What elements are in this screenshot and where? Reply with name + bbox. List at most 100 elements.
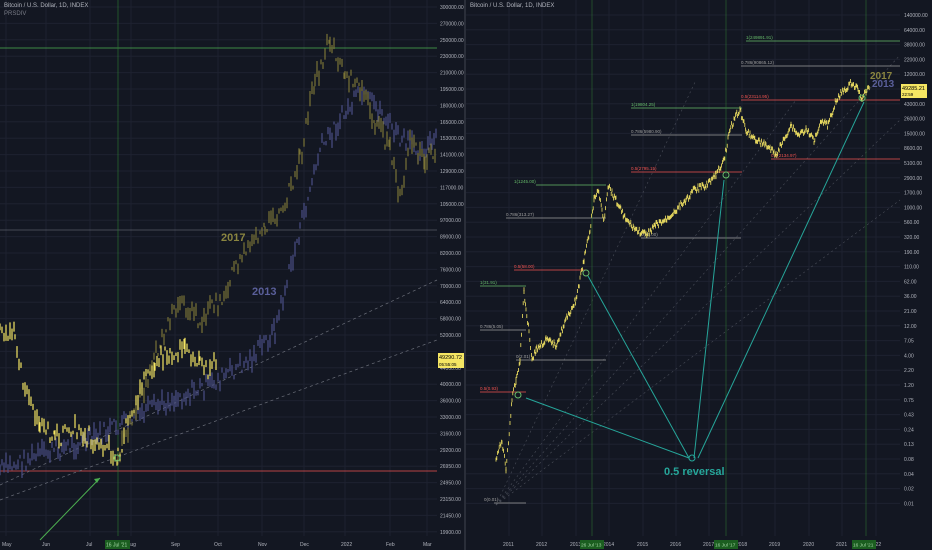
y-tick-label: 36.00 [904,294,917,300]
y-tick-label: 7.05 [904,339,914,345]
right-chart-panel[interactable]: 1(249891.91) 0.786(90865.12) 0.5(23114.95)… [466,0,932,550]
y-tick-label: 105000.00 [440,202,464,208]
x-highlight-text: 26 Jul '13 [581,543,602,549]
left-chart-panel[interactable]: 2017 2013 300000.00 270000.00 250000.00 23000… [0,0,464,550]
trendline-upper [0,279,438,486]
fib-level-label: 1(1245.00) [514,179,536,184]
y-tick-label: 320.00 [904,235,920,241]
y-tick-label: 89000.00 [440,235,461,241]
x-tick-label: 2022 [341,542,352,548]
x-tick-label: Jun [42,542,50,548]
fan-line-4 [495,79,697,506]
fib-level-label: 1(249891.91) [746,35,773,40]
x-tick-label: Sep [171,542,180,548]
x-tick-label: Aug [127,542,136,548]
x-tick-label: 2017 [703,542,714,548]
low-circle-marker [113,454,121,462]
x-highlight-bg [580,540,604,549]
candle-current-group [0,321,217,466]
y-tick-label: 26000.00 [904,117,925,123]
y-tick-label: 117000.00 [440,185,463,191]
left-chart-header: Bitcoin / U.S. Dollar, 1D, INDEX [4,3,89,9]
y-tick-label: 5100.00 [904,161,922,167]
y-tick-label: 2900.00 [904,176,922,182]
y-tick-label: 58000.00 [440,317,461,323]
y-tick-label: 110.00 [904,265,919,271]
y-tick-label: 82000.00 [440,251,461,257]
y-tick-label: 12000.00 [904,72,925,78]
y-tick-label: 22000.00 [904,57,925,63]
watermark-2017: 2017 [221,232,245,244]
reversal-arrow [697,101,865,459]
price-badge-text: 49285.21 [902,86,925,92]
reversal-arrow [587,275,690,459]
y-tick-label: 0.02 [904,487,914,493]
y-tick-label: 2.20 [904,368,914,374]
panel-divider[interactable] [464,0,466,550]
y-tick-label: 165000.00 [440,120,464,126]
x-tick-label: Mar [423,542,432,548]
y-tick-label: 97000.00 [440,218,461,224]
x-highlight-text: 16 Jul '21 [853,543,874,549]
left-indicator-label: PRSDIV [4,11,27,17]
x-tick-label: 2015 [637,542,648,548]
x-tick-label: 2013 [570,542,581,548]
right-chart-header: Bitcoin / U.S. Dollar, 1D, INDEX [470,3,555,9]
y-tick-label: 0.43 [904,413,914,419]
watermark-2013: 2013 [872,79,895,90]
price-badge-bg [901,84,927,98]
cycle-circle-marker [722,171,730,179]
y-tick-label: 230000.00 [440,54,464,60]
x-tick-label: Nov [258,542,267,548]
fib-level-label: 0(0.01) [484,497,499,502]
candle-2013-overlay-group [0,86,437,478]
x-tick-label: 2020 [803,542,814,548]
price-badge-subtext: 22:59 [902,92,914,97]
fib-level-label: 0.5(2795.15) [631,166,657,171]
y-tick-label: 129000.00 [440,169,464,175]
x-highlight-text: 16 Jul '21 [106,543,127,549]
y-tick-label: 26950.00 [440,464,461,470]
y-tick-label: 180000.00 [440,103,464,109]
y-tick-label: 4.00 [904,353,914,359]
x-tick-label: Dec [300,542,309,548]
y-tick-label: 76000.00 [440,267,461,273]
y-tick-label: 250000.00 [440,38,464,44]
y-tick-label: 0.75 [904,398,914,404]
y-tick-label: 1.20 [904,383,914,389]
watermark-2013: 2013 [252,286,276,298]
y-tick-label: 43000.00 [904,102,925,108]
y-tick-label: 29200.00 [440,448,461,454]
fib-level-label: 0(65.00) [641,232,658,237]
fan-line-1 [495,119,901,506]
x-tick-label: Jul [86,542,92,548]
fib-level-label: 1(19804.25) [631,102,656,107]
y-tick-label: 33000.00 [440,415,461,421]
y-tick-label: 560.00 [904,220,920,226]
y-tick-label: 0.04 [904,472,914,478]
x-tick-label: 2021 [836,542,847,548]
y-tick-label: 21450.00 [440,513,461,519]
y-tick-label: 38000.00 [904,43,925,49]
y-tick-label: 270000.00 [440,21,464,27]
y-tick-label: 70000.00 [440,284,461,290]
y-tick-label: 0.13 [904,442,914,448]
y-tick-label: 1700.00 [904,191,922,197]
fib-level-label: 0.786(313.27) [506,212,535,217]
y-tick-label: 153000.00 [440,136,464,142]
x-tick-label: 2011 [503,542,514,548]
fan-line-3 [495,99,797,506]
reversal-arrow [525,397,690,459]
y-tick-label: 141000.00 [440,153,464,159]
y-tick-label: 36000.00 [440,399,461,405]
fib-level-label: 0(2.01) [516,354,531,359]
y-tick-label: 64000.00 [440,300,461,306]
left-chart-canvas[interactable]: 2017 2013 300000.00 270000.00 250000.00 23000… [0,0,464,550]
y-tick-label: 140000.00 [904,13,928,19]
x-tick-label: 2014 [603,542,614,548]
y-tick-label: 1000.00 [904,205,922,211]
right-chart-canvas[interactable]: 1(249891.91) 0.786(90865.12) 0.5(23114.95)… [466,0,932,550]
x-highlight-bg [714,540,738,549]
fib-level-label: 1(31.91) [480,280,497,285]
y-tick-label: 62.00 [904,279,917,285]
